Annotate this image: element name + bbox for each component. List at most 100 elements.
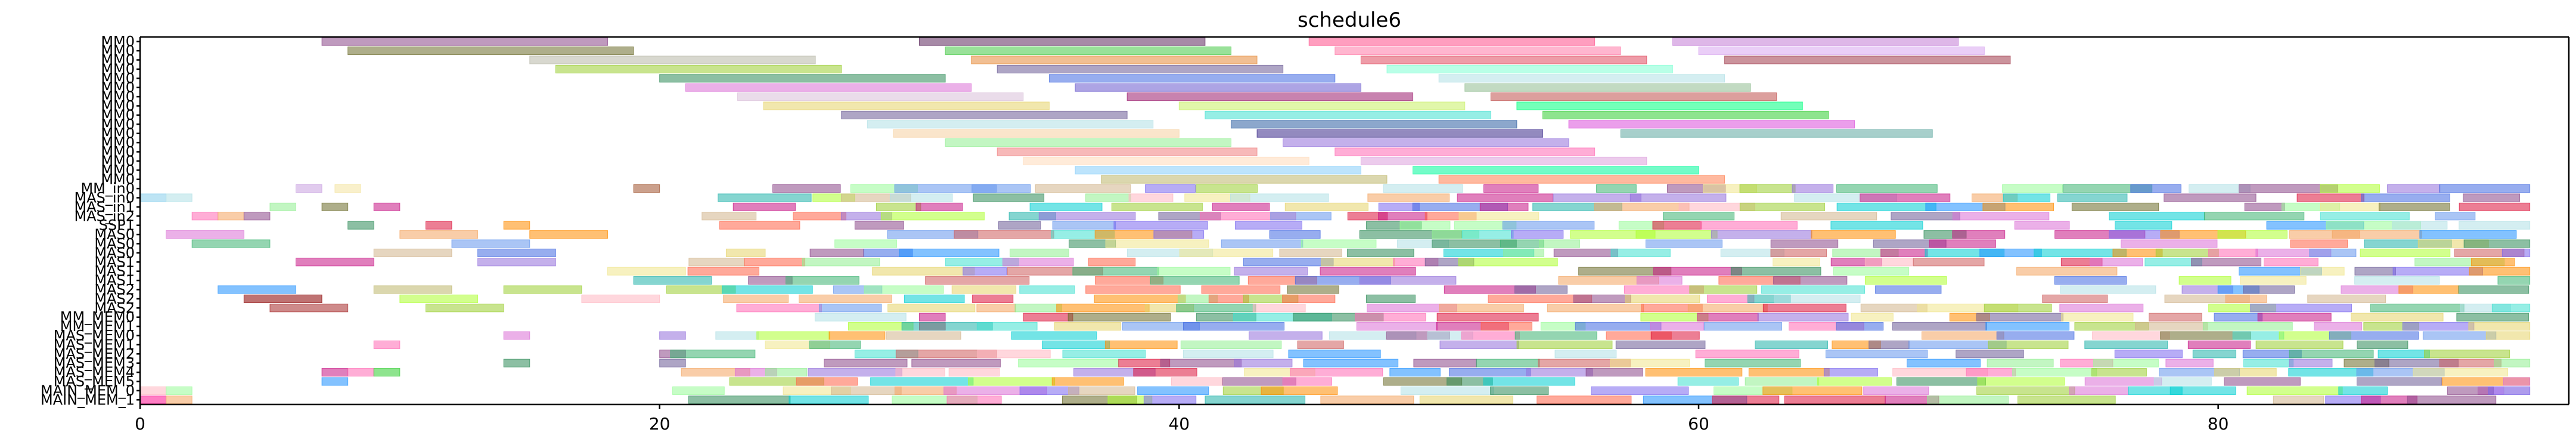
- y-tick-label: MAS1: [94, 263, 135, 280]
- task-bar: [2320, 184, 2380, 193]
- task-bar: [1615, 340, 1706, 349]
- task-bar: [2042, 294, 2108, 303]
- task-bar: [1554, 350, 1617, 359]
- task-bar: [864, 285, 944, 294]
- task-bar: [1745, 377, 1820, 386]
- x-axis-ticks: 0 20 40 60 80: [135, 404, 2229, 434]
- task-bar: [1038, 212, 1136, 221]
- task-bar: [1105, 239, 1209, 248]
- task-bar: [321, 368, 349, 377]
- task-bar: [972, 184, 1031, 193]
- task-bar: [2217, 230, 2288, 239]
- task-bar: [243, 212, 271, 221]
- task-bar: [1003, 258, 1074, 267]
- task-bar: [976, 304, 1016, 313]
- task-bar: [2338, 386, 2388, 395]
- task-bar: [2149, 313, 2202, 322]
- task-bar: [756, 331, 830, 340]
- task-bar: [1596, 184, 1637, 193]
- task-bar: [1996, 331, 2075, 340]
- task-bar: [1212, 202, 1270, 211]
- task-bar: [737, 92, 1024, 101]
- task-bar: [269, 304, 349, 313]
- task-bar: [1891, 212, 1960, 221]
- task-bar: [688, 258, 745, 267]
- task-bar: [1088, 258, 1136, 267]
- task-bar: [1979, 248, 2042, 257]
- task-bar: [1051, 377, 1124, 386]
- task-bar: [503, 221, 530, 230]
- task-bar: [1762, 386, 1863, 395]
- task-bar: [1075, 166, 1361, 175]
- task-bar: [786, 276, 859, 285]
- task-bar: [2091, 368, 2147, 377]
- task-bar: [1234, 221, 1302, 230]
- task-bar: [2092, 331, 2170, 340]
- task-bar: [1230, 120, 1517, 129]
- task-bar: [925, 276, 1030, 285]
- task-bar: [1067, 313, 1171, 322]
- task-bar: [1748, 368, 1830, 377]
- task-bar: [1585, 368, 1643, 377]
- task-bar: [2351, 313, 2444, 322]
- task-bar: [1687, 304, 1768, 313]
- task-bar: [269, 202, 296, 211]
- task-bar: [1283, 138, 1569, 147]
- task-bar: [2121, 239, 2218, 248]
- task-bar: [555, 64, 842, 73]
- task-bar: [1365, 294, 1416, 303]
- task-bar: [1645, 239, 1722, 248]
- task-bar: [1700, 221, 1798, 230]
- task-bar: [1113, 221, 1208, 230]
- task-bar: [1762, 304, 1846, 313]
- task-bar: [1261, 386, 1338, 395]
- task-bar: [1966, 368, 2016, 377]
- task-bar: [1126, 92, 1414, 101]
- task-bar: [1143, 395, 1197, 404]
- task-bar: [725, 248, 766, 257]
- task-bar: [1956, 350, 2024, 359]
- task-bar: [1952, 230, 2006, 239]
- y-tick-label: MAS_MEM1: [54, 336, 135, 353]
- task-bar: [1208, 294, 1249, 303]
- task-bar: [688, 395, 791, 404]
- task-bar: [1160, 359, 1242, 367]
- task-bar: [1503, 248, 1544, 257]
- task-bar: [1817, 377, 1892, 386]
- task-bar: [334, 184, 361, 193]
- task-bar: [1625, 294, 1700, 303]
- task-bar: [477, 258, 556, 267]
- task-bar: [1952, 212, 2050, 221]
- task-bar: [819, 304, 882, 313]
- task-bar: [503, 285, 582, 294]
- task-bar: [2314, 322, 2363, 331]
- task-bar: [918, 37, 1206, 46]
- task-bar: [2370, 304, 2465, 313]
- task-bar: [1500, 239, 1544, 248]
- task-bar: [1461, 230, 1514, 239]
- task-bar: [1836, 184, 1938, 193]
- task-bar: [719, 221, 800, 230]
- task-bar: [2002, 184, 2063, 193]
- task-bar: [373, 248, 452, 257]
- task-bar: [2202, 322, 2293, 331]
- task-bar: [2016, 267, 2118, 276]
- y-tick-label: MAS1: [94, 254, 135, 270]
- task-bar: [1985, 322, 2070, 331]
- task-bar: [1052, 221, 1116, 230]
- task-bar: [1516, 101, 1803, 110]
- task-bar: [1483, 184, 1539, 193]
- task-bar: [946, 395, 1002, 404]
- task-bar: [2214, 368, 2277, 377]
- task-bar: [1712, 395, 1780, 404]
- task-bar: [2225, 294, 2267, 303]
- task-bar: [1476, 359, 1540, 367]
- task-bar: [1514, 331, 1597, 340]
- task-bar: [1896, 377, 1987, 386]
- task-bar: [1547, 304, 1644, 313]
- task-bar: [904, 294, 965, 303]
- task-bar: [295, 184, 322, 193]
- task-bar: [2320, 202, 2381, 211]
- task-bar: [2422, 331, 2497, 340]
- task-bar: [1770, 248, 1827, 257]
